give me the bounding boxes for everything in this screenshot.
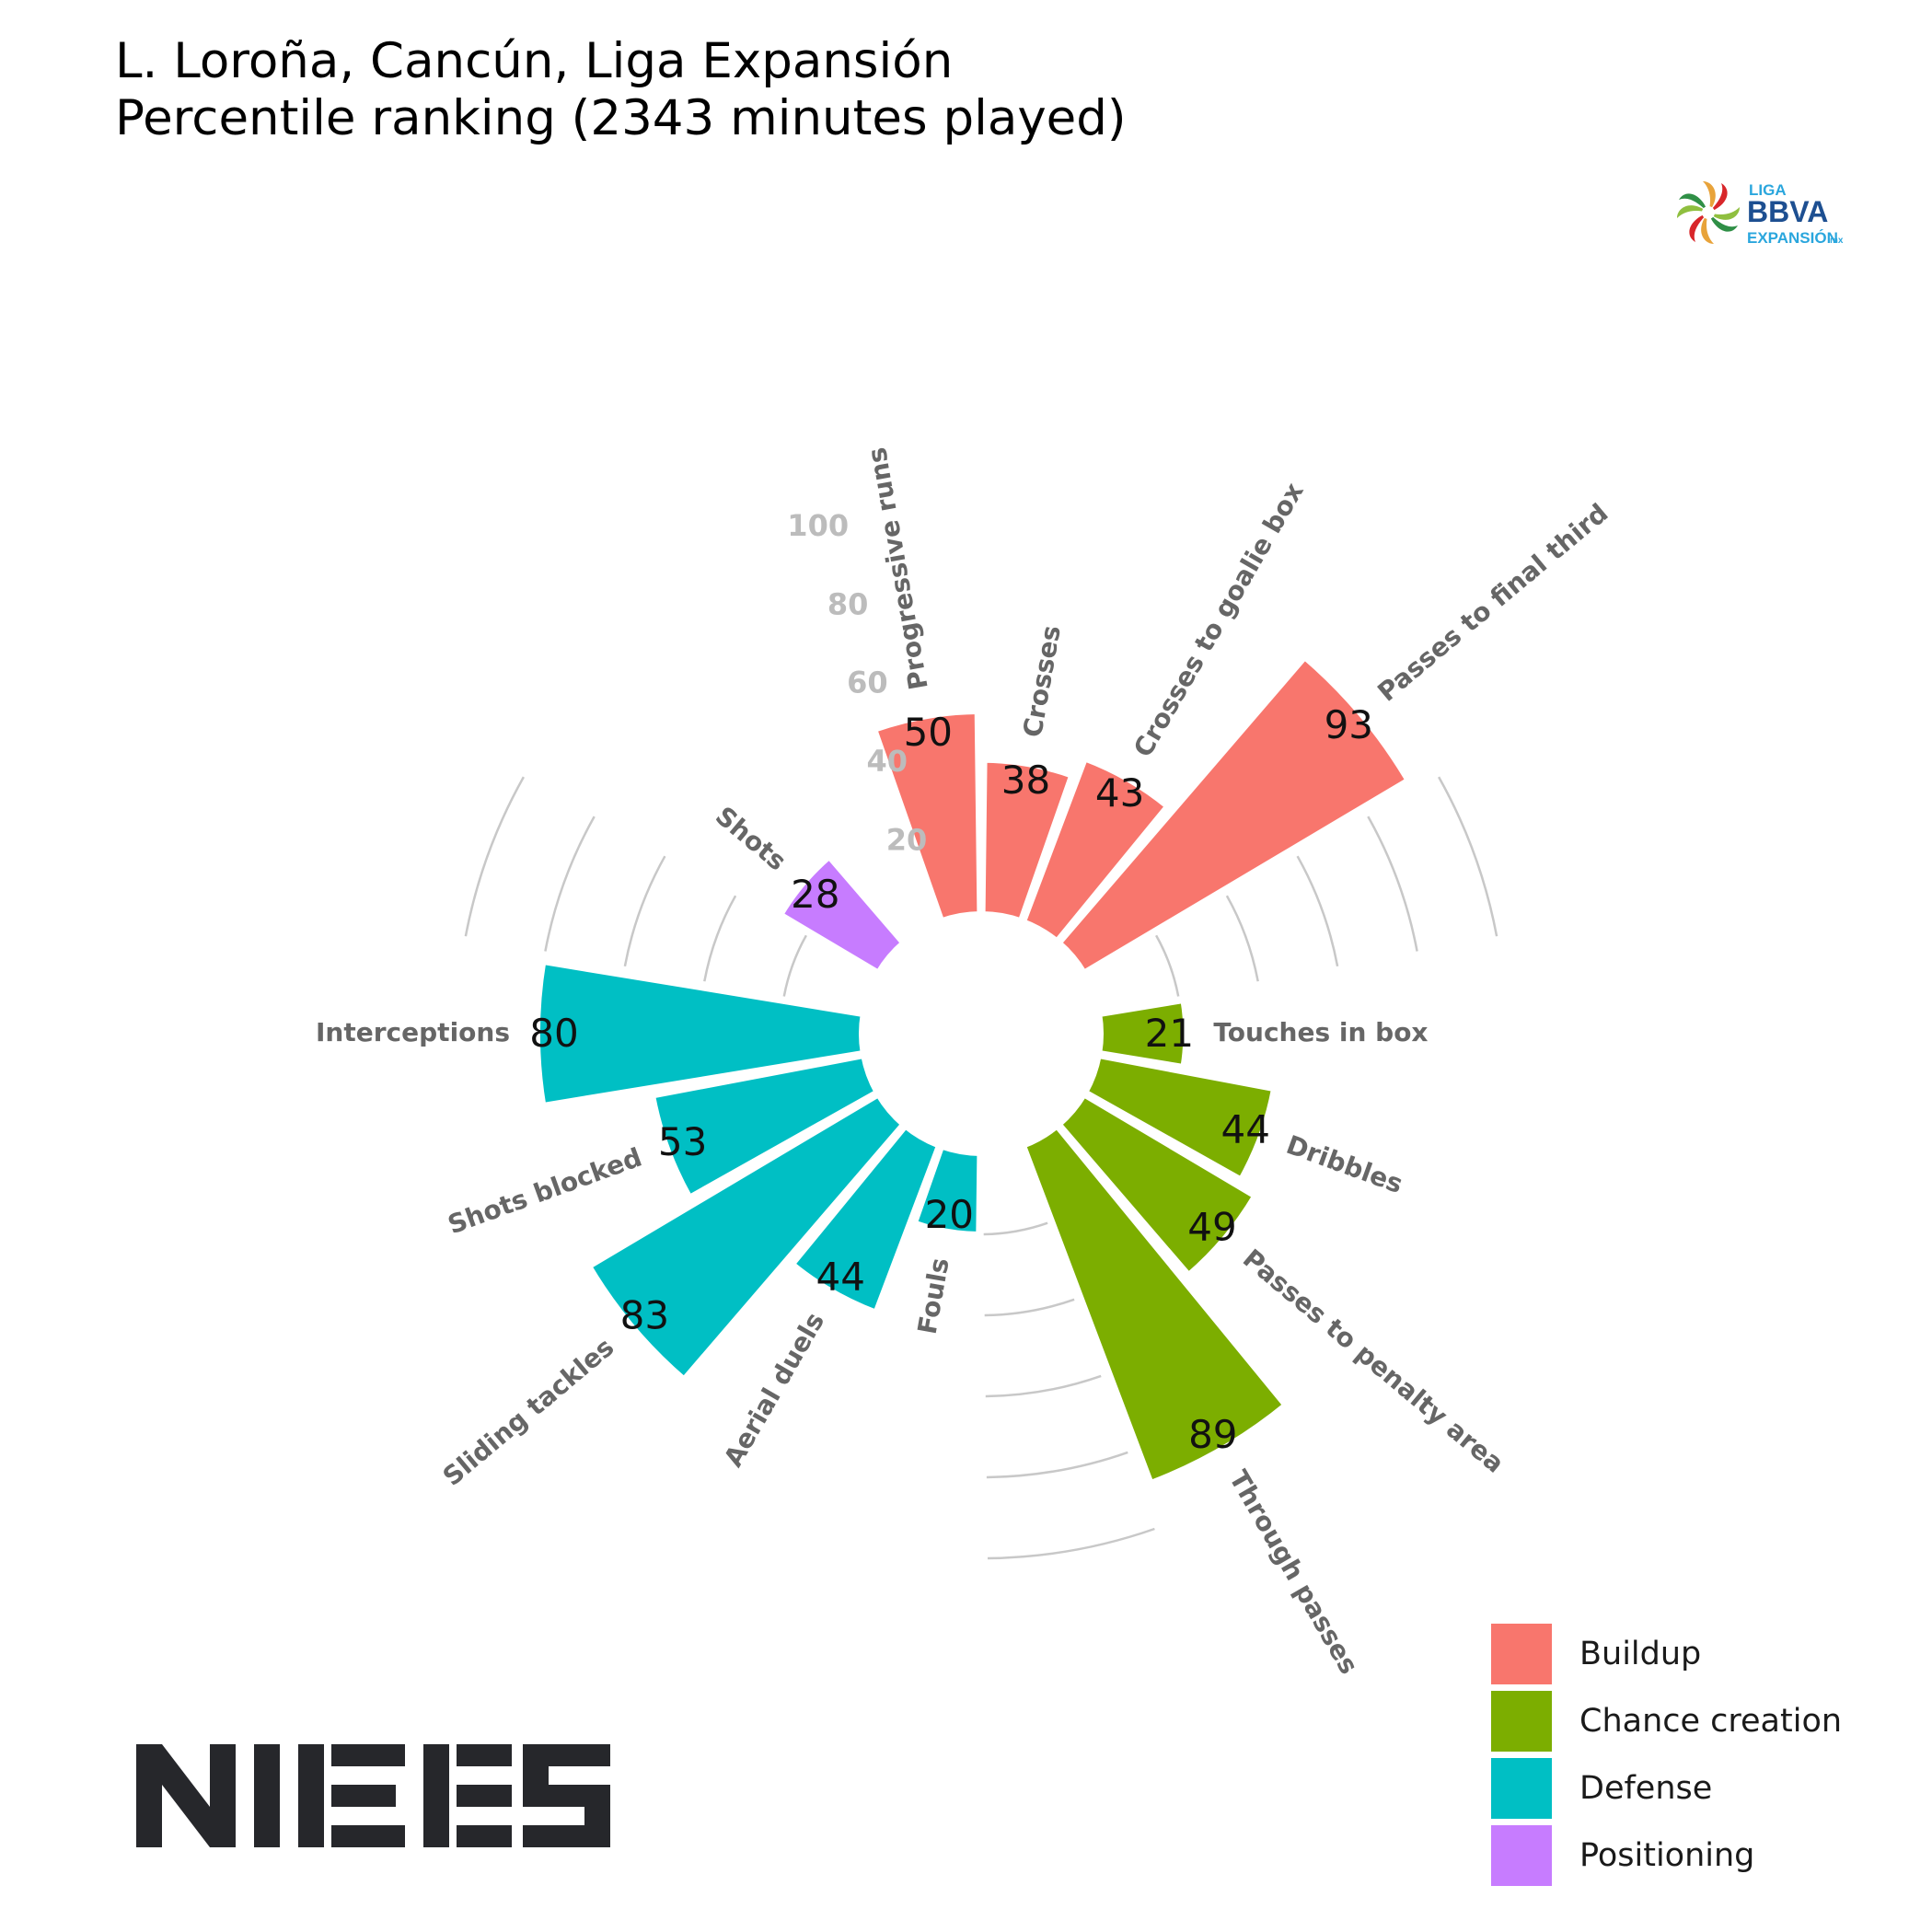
bar-passes-to-penalty-area (1055, 1091, 1259, 1279)
grid-arc (703, 895, 737, 982)
bar-touches-in-box (1095, 997, 1189, 1070)
value-label-sliding-tackles: 83 (620, 1293, 669, 1338)
legend-label: Defense (1579, 1769, 1713, 1807)
grid-arc (1225, 895, 1259, 982)
logo-text-mx: mx (1830, 236, 1844, 246)
grid-arc (985, 1374, 1102, 1398)
bar-crosses-to-goalie-box (1020, 755, 1172, 945)
chart-title: L. Loroña, Cancún, Liga Expansión (115, 33, 954, 89)
bar-interceptions (535, 958, 867, 1109)
grid-arc (623, 855, 666, 967)
bar-through-passes (1020, 1122, 1290, 1487)
legend-item-defense: Defense (1491, 1754, 1842, 1822)
radial-tick-label: 60 (847, 665, 888, 700)
bar-crosses (979, 757, 1076, 925)
value-label-through-passes: 89 (1188, 1412, 1237, 1457)
legend-label: Positioning (1579, 1836, 1755, 1874)
grid-arc (986, 1451, 1128, 1479)
bar-progressive-runs (871, 708, 983, 925)
legend-item-buildup: Buildup (1491, 1620, 1842, 1687)
category-label-progressive-runs: Progressive runs (862, 445, 934, 692)
category-label-sliding-tackles: Sliding tackles (437, 1332, 620, 1492)
grid-arc (984, 1298, 1075, 1317)
category-label-through-passes: Through passes (1223, 1465, 1364, 1680)
category-label-shots-blocked: Shots blocked (444, 1142, 645, 1241)
radial-ticks: 20 40 60 80 100 (787, 508, 927, 858)
radial-tick-label: 100 (787, 508, 849, 543)
radial-tick-label: 40 (866, 744, 908, 779)
category-label-passes-to-penalty-area: Passes to penalty area (1237, 1244, 1510, 1479)
bar-fouls (911, 1142, 983, 1238)
legend-swatch (1491, 1623, 1552, 1684)
category-label-shots: Shots (710, 801, 792, 877)
value-label-fouls: 20 (925, 1192, 974, 1237)
niess-logo (136, 1744, 610, 1847)
value-label-interceptions: 80 (529, 1011, 578, 1056)
category-label-passes-to-final-third: Passes to final third (1371, 498, 1614, 708)
category-label-fouls: Fouls (912, 1255, 955, 1336)
legend-swatch (1491, 1824, 1552, 1886)
logo-text-bbva: BBVA (1747, 195, 1828, 228)
radial-tick-label: 20 (886, 823, 928, 858)
liga-expansion-logo: LIGA BBVA EXPANSIÓN mx (1677, 181, 1844, 247)
bar-shots-blocked (649, 1052, 881, 1201)
value-label-passes-to-penalty-area: 49 (1187, 1205, 1236, 1250)
category-label-aerial-duels: Aerial duels (718, 1307, 830, 1472)
value-label-aerial-duels: 44 (816, 1255, 864, 1300)
grid-arc (1367, 816, 1418, 952)
legend-label: Chance creation (1579, 1702, 1843, 1740)
category-label-touches-in-box: Touches in box (1213, 1017, 1428, 1047)
grid-arc (544, 816, 596, 952)
bar-dribbles (1082, 1052, 1278, 1184)
grid-arc (1155, 934, 1180, 997)
value-label-crosses-to-goalie-box: 43 (1095, 770, 1144, 816)
grid-arc (782, 934, 807, 997)
grid-arc (983, 1221, 1048, 1236)
category-label-interceptions: Interceptions (316, 1017, 510, 1047)
value-label-shots-blocked: 53 (658, 1119, 707, 1164)
legend-swatch (1491, 1757, 1552, 1819)
radial-tick-label: 80 (827, 586, 869, 621)
legend-item-positioning: Positioning (1491, 1822, 1842, 1889)
value-label-dribbles: 44 (1221, 1107, 1269, 1152)
category-labels: Progressive runs Crosses Crosses to goalie… (316, 445, 1614, 1680)
grid-arc (1296, 855, 1339, 967)
grid-arc (1438, 776, 1498, 937)
league-emblem-icon (1677, 181, 1740, 244)
value-label-shots: 28 (791, 872, 839, 917)
grid-arcs (464, 776, 1498, 1560)
category-label-dribbles: Dribbles (1282, 1129, 1406, 1199)
bar-sliding-tackles (585, 1091, 908, 1383)
bar-passes-to-final-third (1055, 653, 1412, 977)
chart-subtitle: Percentile ranking (2343 minutes played) (115, 90, 1127, 146)
logo-text-expansion: EXPANSIÓN (1747, 229, 1838, 247)
value-label-passes-to-final-third: 93 (1325, 702, 1373, 747)
category-label-crosses: Crosses (1017, 623, 1067, 739)
chart-title-block: L. Loroña, Cancún, Liga Expansión Percen… (115, 33, 1127, 147)
value-label-progressive-runs: 50 (904, 710, 953, 755)
grid-arc (464, 776, 525, 937)
bars (535, 653, 1412, 1487)
value-label-crosses: 38 (1001, 758, 1050, 803)
logo-text-liga: LIGA (1749, 181, 1787, 199)
legend-label: Buildup (1579, 1635, 1702, 1672)
value-labels: 50 38 43 93 21 44 49 89 20 44 83 53 80 28 (529, 702, 1373, 1457)
value-label-touches-in-box: 21 (1145, 1011, 1194, 1056)
bar-aerial-duels (788, 1122, 943, 1316)
bar-shots (777, 852, 908, 977)
legend-item-chance-creation: Chance creation (1491, 1687, 1842, 1754)
grid-arc (987, 1527, 1155, 1560)
legend-swatch (1491, 1690, 1552, 1752)
legend: Buildup Chance creation Defense Position… (1491, 1620, 1842, 1889)
